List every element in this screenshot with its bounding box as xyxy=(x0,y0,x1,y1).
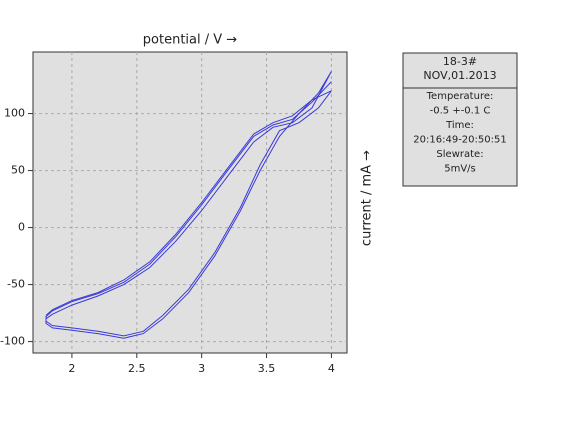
info-line: -0.5 +-0.1 C xyxy=(430,106,491,117)
info-line: Slewrate: xyxy=(436,149,483,160)
y-tick-label: -100 xyxy=(0,335,25,348)
x-tick-label: 3 xyxy=(198,362,205,375)
x-tick-label: 4 xyxy=(328,362,335,375)
info-line: 20:16:49-20:50:51 xyxy=(413,135,506,146)
y-tick-label: 50 xyxy=(11,164,25,177)
x-tick-label: 2 xyxy=(68,362,75,375)
x-tick-label: 2.5 xyxy=(128,362,146,375)
cv-curve xyxy=(45,90,332,316)
cv-curve xyxy=(45,81,332,337)
y-tick-label: -50 xyxy=(7,278,25,291)
cv-curve xyxy=(45,71,332,339)
y-tick-label: 100 xyxy=(4,107,25,120)
x-tick-label: 3.5 xyxy=(258,362,276,375)
info-header: NOV,01.2013 xyxy=(423,69,496,82)
y-axis-label: current / mA → xyxy=(360,150,375,246)
info-line: 5mV/s xyxy=(444,164,476,175)
x-axis-label: potential / V → xyxy=(143,33,237,48)
info-box xyxy=(402,52,518,187)
y-tick-label: 0 xyxy=(18,221,25,234)
info-line: Time: xyxy=(445,120,474,131)
info-line: Temperature: xyxy=(426,91,494,102)
info-header: 18-3# xyxy=(443,55,477,68)
plot-area xyxy=(32,51,348,354)
